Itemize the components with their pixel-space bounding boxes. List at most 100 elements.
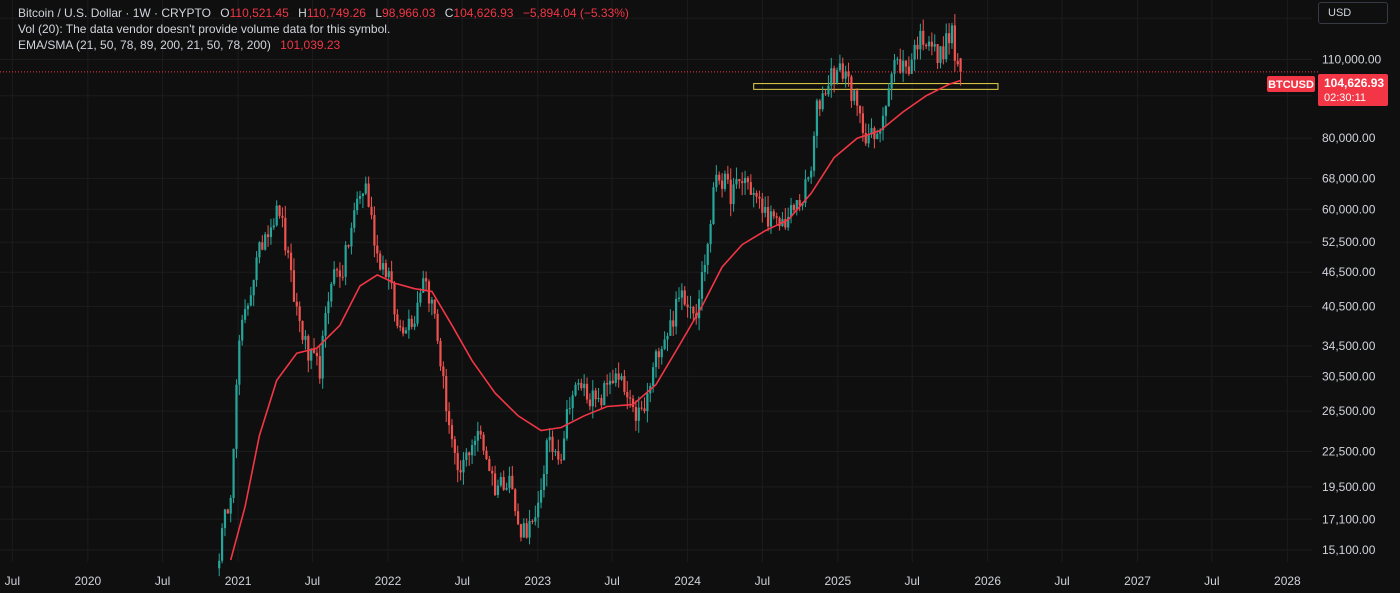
candle-body <box>594 390 597 400</box>
time-tick-label: 2025 <box>825 574 852 588</box>
price-tick-label: 52,500.00 <box>1322 235 1376 249</box>
candle-body <box>358 196 362 199</box>
candle <box>574 382 577 397</box>
candle <box>522 518 525 539</box>
candle-body <box>465 452 468 460</box>
candle <box>307 334 310 373</box>
candle <box>312 338 316 354</box>
candle-body <box>824 93 827 95</box>
candle <box>433 299 436 319</box>
candle-body <box>620 376 623 380</box>
candle <box>442 361 445 389</box>
candle-body <box>769 211 773 227</box>
candle <box>235 379 238 459</box>
candle-body <box>243 309 247 320</box>
candle-body <box>830 68 833 86</box>
time-tick-label: Jul <box>604 574 619 588</box>
candle <box>407 309 410 339</box>
candle-body <box>847 71 850 77</box>
candle <box>646 382 649 423</box>
candle-body <box>807 177 810 180</box>
legend-ma-value: 101,039.23 <box>280 38 341 52</box>
candle-body <box>936 44 939 64</box>
candle-body <box>223 509 227 529</box>
candle-body <box>617 373 620 380</box>
candle <box>953 14 956 72</box>
candle-body <box>741 181 744 184</box>
candle-body <box>838 63 842 71</box>
candle <box>583 374 586 397</box>
candle-body <box>574 384 577 396</box>
candle <box>936 44 939 70</box>
candle <box>310 347 313 370</box>
candle <box>896 56 899 65</box>
candle-body <box>583 383 586 389</box>
candle <box>330 281 333 308</box>
candle-body <box>784 219 787 228</box>
candle-body <box>853 90 856 101</box>
time-tick-label: Jul <box>904 574 919 588</box>
candle-body <box>410 318 413 327</box>
candle-body <box>629 397 632 399</box>
candle <box>577 379 580 391</box>
candle-body <box>468 452 471 456</box>
legend-open-label: O <box>220 6 230 20</box>
candle-body <box>381 263 385 270</box>
candle-body <box>743 177 747 184</box>
candles-layer <box>218 14 962 577</box>
candle-body <box>422 278 425 293</box>
price-tick-label: 40,500.00 <box>1322 299 1376 313</box>
candle <box>327 292 330 325</box>
candle-body <box>738 179 741 182</box>
candle <box>927 36 931 51</box>
time-tick-label: 2027 <box>1124 574 1151 588</box>
candle <box>295 292 298 316</box>
candle <box>749 174 752 195</box>
candle <box>686 295 689 318</box>
chart-legend: Bitcoin / U.S. Dollar · 1W · CRYPTO O 110… <box>18 5 629 53</box>
legend-symbol[interactable]: Bitcoin / U.S. Dollar · 1W · CRYPTO <box>18 6 211 20</box>
candle <box>560 453 563 464</box>
legend-ma-label: EMA/SMA (21, 50, 78, 89, 200, 21, 50, 78… <box>18 38 271 52</box>
candle <box>551 430 554 461</box>
candle-body <box>445 375 448 412</box>
price-tag-countdown: 02:30:11 <box>1324 92 1366 104</box>
candle-body <box>416 302 419 324</box>
legend-ma-row[interactable]: EMA/SMA (21, 50, 78, 89, 200, 21, 50, 78… <box>18 37 629 53</box>
candle <box>723 170 727 192</box>
candle-body <box>787 216 790 228</box>
time-axis[interactable]: Jul 2020 Jul 2021 Jul 2022 Jul 2023 Jul 2024 Jul 20… <box>5 574 1301 588</box>
candle-body <box>387 271 390 278</box>
currency-button[interactable]: USD <box>1318 2 1388 24</box>
candle <box>264 231 267 251</box>
candle-body <box>778 217 781 227</box>
candle-body <box>284 217 287 251</box>
candle-body <box>692 306 695 314</box>
candle <box>413 316 416 331</box>
candle-body <box>315 352 319 357</box>
candle-body <box>473 440 477 446</box>
legend-high-value: 110,749.26 <box>306 6 366 20</box>
candle-body <box>867 134 870 144</box>
candle <box>781 211 784 227</box>
candle-body <box>476 430 479 441</box>
candle-body <box>312 349 316 353</box>
candle-body <box>419 292 422 303</box>
candle <box>858 105 862 124</box>
legend-volume-row[interactable]: Vol (20): The data vendor doesn't provid… <box>18 22 391 36</box>
time-tick-label: Jul <box>1204 574 1219 588</box>
candle <box>545 438 548 487</box>
candle-body <box>568 408 571 410</box>
candle-body <box>562 438 566 460</box>
candle <box>735 167 738 189</box>
candle-body <box>353 210 356 228</box>
candle-body <box>281 215 284 218</box>
candle-body <box>307 336 310 361</box>
candle <box>838 54 842 72</box>
candle-body <box>775 216 778 218</box>
candle-body <box>318 356 321 379</box>
candle <box>933 34 936 52</box>
candle-body <box>591 390 594 407</box>
candle-body <box>700 272 704 299</box>
